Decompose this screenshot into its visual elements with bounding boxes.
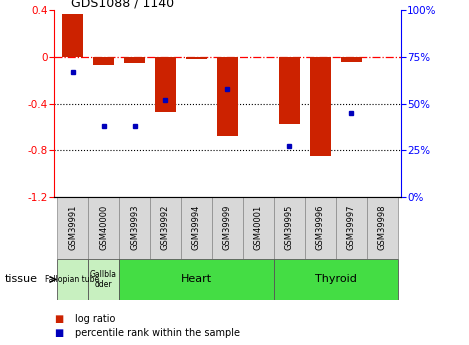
Text: GSM39997: GSM39997	[347, 205, 356, 250]
FancyBboxPatch shape	[336, 197, 367, 259]
Text: Thyroid: Thyroid	[315, 275, 357, 284]
Text: percentile rank within the sample: percentile rank within the sample	[75, 328, 240, 338]
Text: GSM39992: GSM39992	[161, 205, 170, 250]
FancyBboxPatch shape	[88, 197, 119, 259]
Bar	[62, 14, 83, 57]
Text: Gallbla
dder: Gallbla dder	[90, 270, 117, 289]
FancyBboxPatch shape	[274, 197, 305, 259]
Text: GSM40000: GSM40000	[99, 205, 108, 250]
Text: ■: ■	[54, 314, 63, 324]
FancyBboxPatch shape	[88, 259, 119, 300]
FancyBboxPatch shape	[57, 197, 88, 259]
FancyBboxPatch shape	[150, 197, 181, 259]
Text: GSM40001: GSM40001	[254, 205, 263, 250]
Text: Fallopian tube: Fallopian tube	[45, 275, 99, 284]
FancyBboxPatch shape	[274, 259, 398, 300]
Bar	[310, 57, 331, 156]
Text: ■: ■	[54, 328, 63, 338]
Bar	[155, 57, 176, 112]
Bar	[124, 57, 145, 63]
FancyBboxPatch shape	[243, 197, 274, 259]
Bar	[340, 57, 362, 62]
Bar	[93, 57, 114, 65]
FancyBboxPatch shape	[367, 197, 398, 259]
FancyBboxPatch shape	[212, 197, 243, 259]
Text: GSM39996: GSM39996	[316, 205, 325, 250]
Text: GSM39994: GSM39994	[192, 205, 201, 250]
Text: GSM39993: GSM39993	[130, 205, 139, 250]
FancyBboxPatch shape	[57, 259, 88, 300]
Bar	[186, 57, 207, 59]
Text: tissue: tissue	[5, 275, 38, 284]
FancyBboxPatch shape	[119, 197, 150, 259]
Text: GDS1088 / 1140: GDS1088 / 1140	[71, 0, 174, 9]
Text: Heart: Heart	[181, 275, 212, 284]
Text: GSM39995: GSM39995	[285, 205, 294, 250]
FancyBboxPatch shape	[119, 259, 274, 300]
Text: GSM39998: GSM39998	[378, 205, 387, 250]
FancyBboxPatch shape	[181, 197, 212, 259]
Text: log ratio: log ratio	[75, 314, 115, 324]
Text: GSM39991: GSM39991	[68, 205, 77, 250]
Bar	[279, 57, 300, 125]
Text: GSM39999: GSM39999	[223, 205, 232, 250]
FancyBboxPatch shape	[305, 197, 336, 259]
Bar	[217, 57, 238, 136]
